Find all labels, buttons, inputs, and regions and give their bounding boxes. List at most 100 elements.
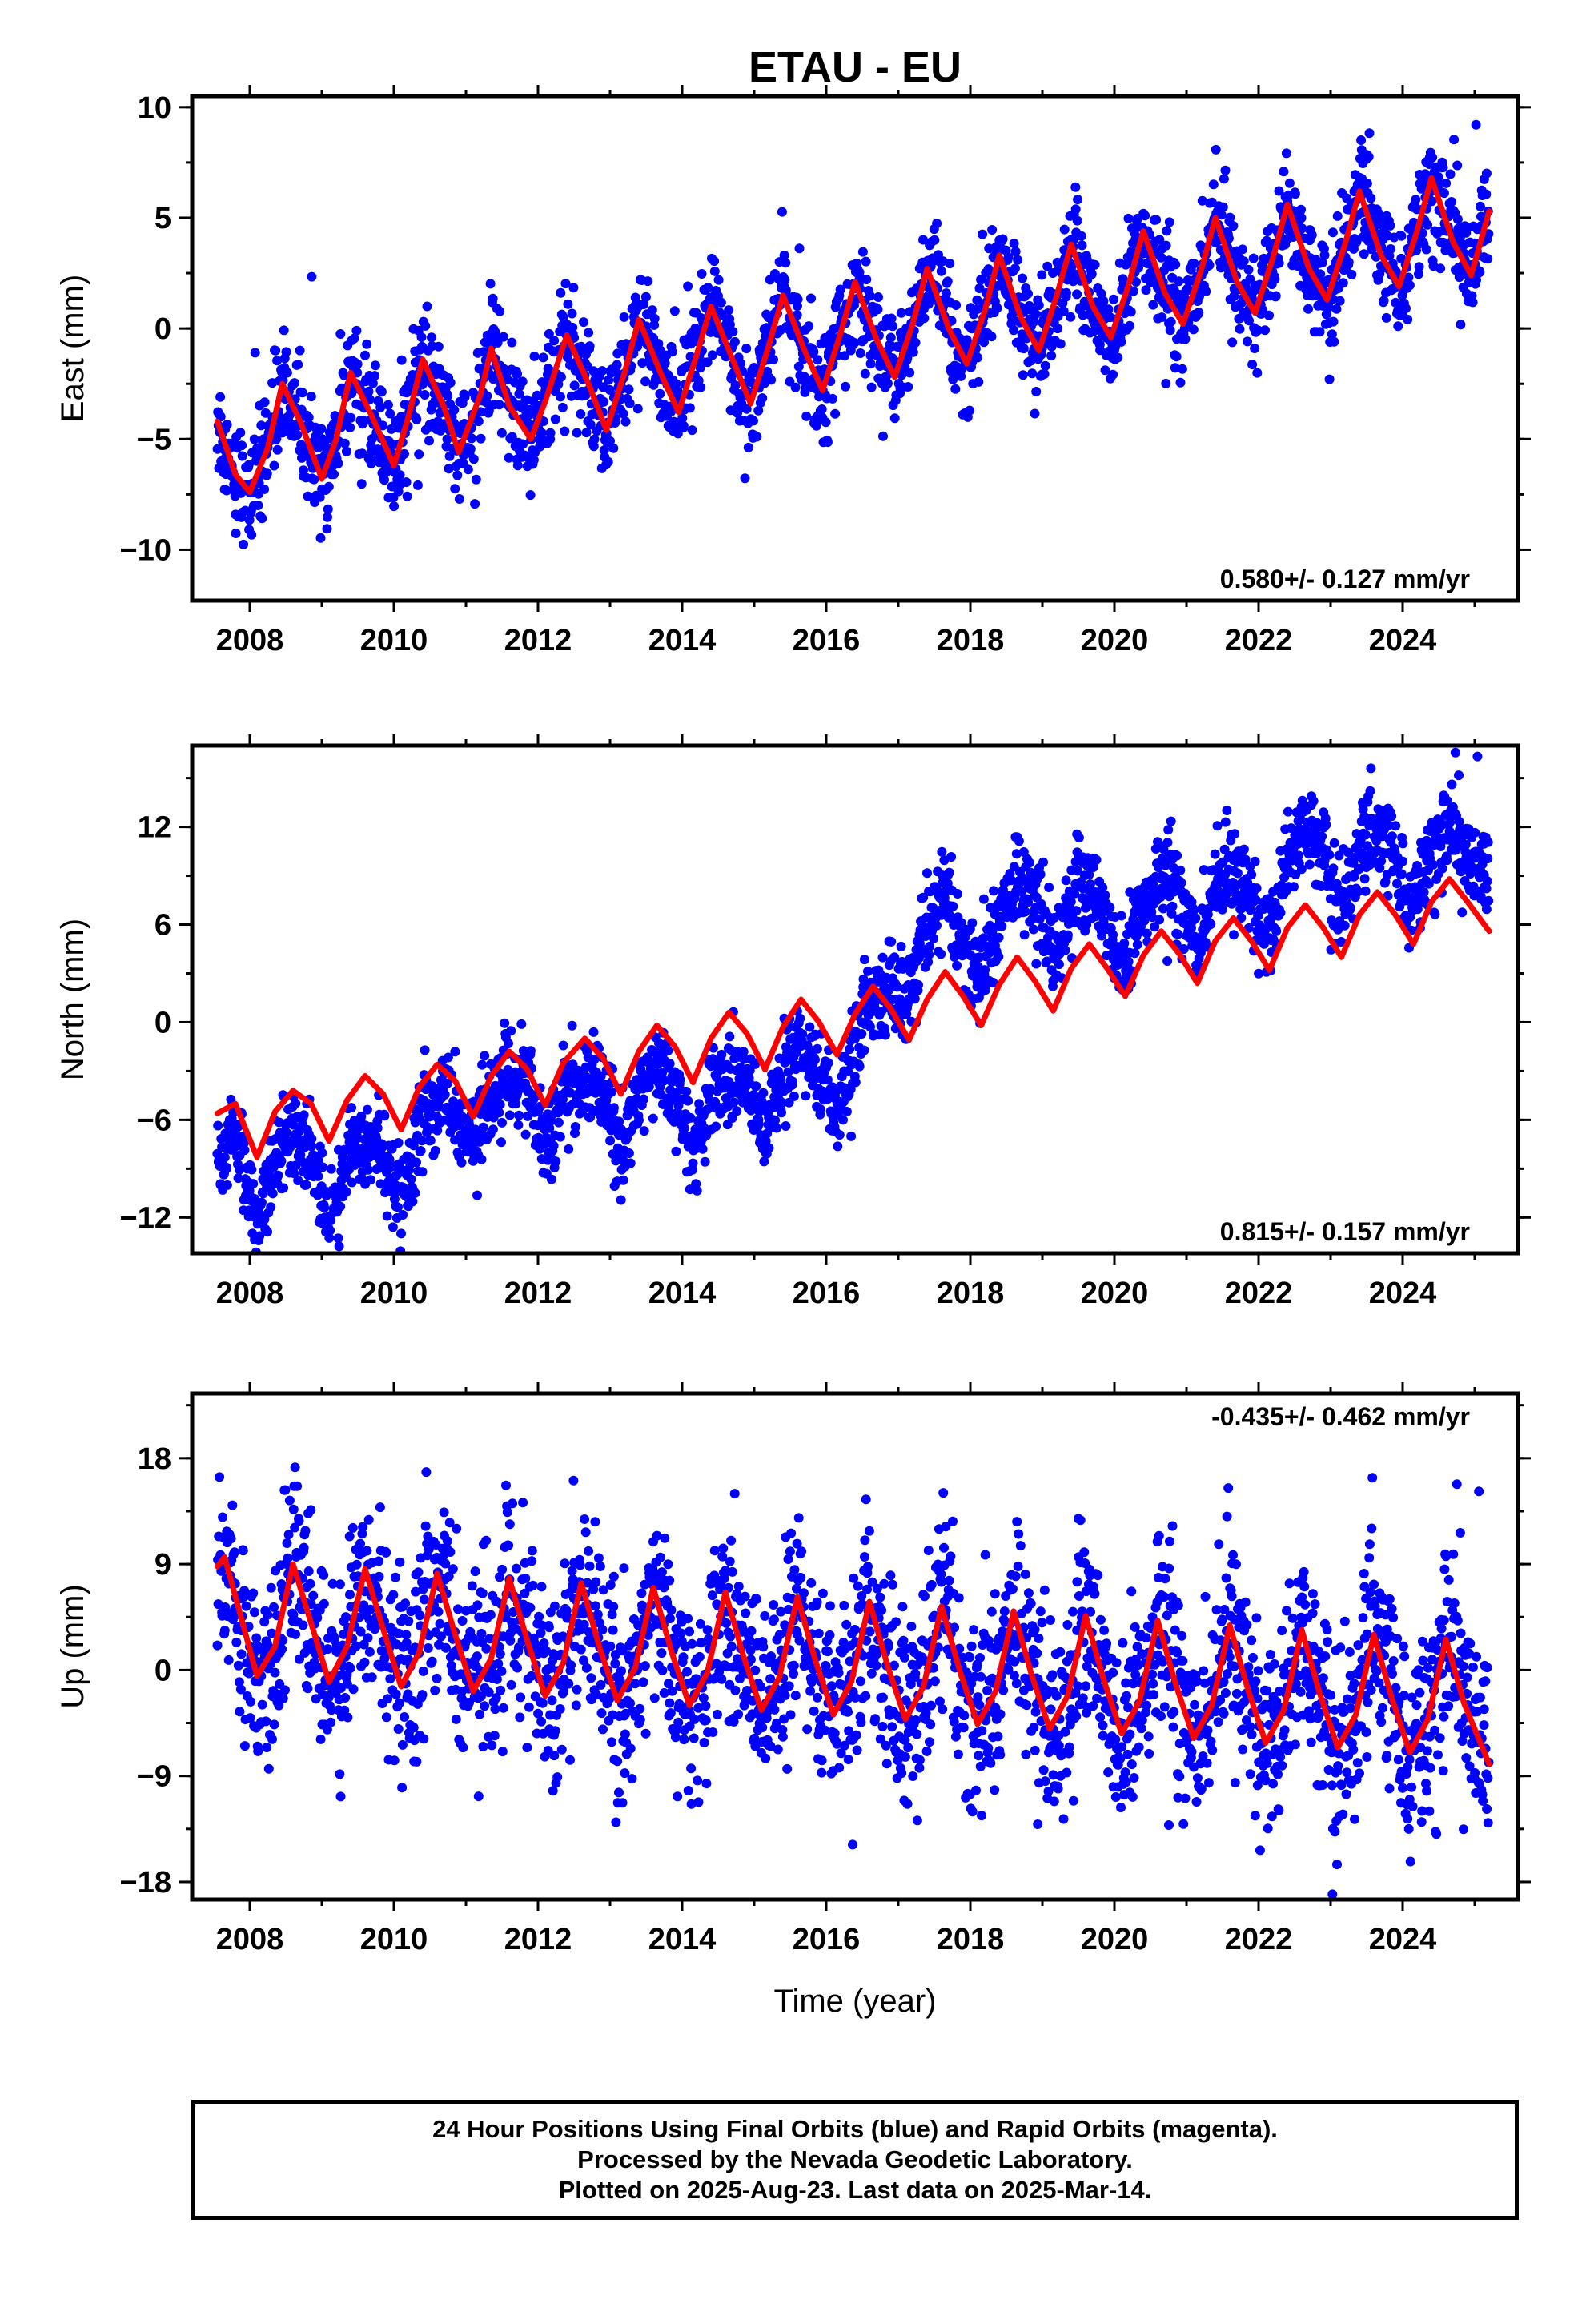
data-point (1186, 923, 1196, 933)
data-point (669, 306, 680, 316)
data-point (1027, 914, 1038, 924)
data-point (1077, 240, 1087, 251)
data-point (588, 1027, 599, 1037)
data-point (1003, 252, 1014, 263)
data-point (634, 1115, 644, 1125)
data-point (467, 433, 476, 444)
data-point (456, 1157, 467, 1168)
data-point (936, 949, 946, 959)
data-point (813, 355, 823, 365)
data-point (412, 480, 423, 490)
data-point (231, 529, 241, 538)
data-point (1435, 227, 1445, 236)
data-point (221, 1162, 231, 1172)
data-point (1176, 878, 1186, 888)
data-point (1109, 294, 1118, 304)
data-point (1188, 324, 1199, 335)
data-point (1161, 240, 1171, 251)
data-point (1216, 210, 1227, 220)
data-point (288, 1120, 299, 1130)
data-point (1414, 262, 1424, 272)
data-point (860, 368, 870, 379)
data-point (1222, 806, 1232, 815)
data-point (416, 332, 427, 342)
data-point (550, 414, 560, 424)
data-point (309, 474, 319, 485)
data-point (387, 1222, 398, 1232)
data-point (951, 300, 962, 310)
data-point (886, 936, 897, 947)
data-point (1010, 247, 1021, 257)
data-point (1435, 263, 1446, 274)
data-point (727, 1113, 737, 1123)
data-point (1228, 221, 1239, 231)
data-point (859, 1045, 869, 1055)
data-point (1108, 369, 1118, 380)
data-point (402, 491, 412, 501)
data-point (1035, 869, 1046, 879)
data-point (255, 1231, 265, 1241)
data-point (1244, 316, 1254, 326)
data-point (789, 1091, 799, 1101)
data-point (1332, 211, 1343, 221)
data-point (382, 1211, 392, 1221)
data-point (1166, 816, 1176, 826)
data-point (432, 1125, 443, 1136)
data-point (1164, 217, 1174, 227)
data-point (589, 1054, 600, 1064)
y-tick-label: 0 (155, 312, 171, 346)
data-point (281, 347, 291, 357)
x-tick-label: 2010 (360, 624, 428, 657)
data-point (797, 1029, 808, 1039)
data-point (828, 393, 837, 404)
data-point (1252, 368, 1263, 378)
data-point (1232, 868, 1243, 879)
data-point (496, 1137, 506, 1148)
data-point (1308, 796, 1319, 806)
data-point (865, 1022, 875, 1032)
data-point (480, 1051, 490, 1061)
data-point (1098, 883, 1108, 893)
data-point (932, 219, 942, 228)
data-point (835, 284, 845, 295)
data-point (1253, 325, 1263, 336)
data-point (1279, 167, 1289, 177)
data-point (1156, 252, 1166, 263)
data-point (1210, 849, 1220, 859)
data-point (365, 1175, 375, 1185)
data-point (821, 417, 831, 428)
data-point (442, 1078, 452, 1088)
data-point (730, 380, 741, 391)
data-point (581, 428, 592, 438)
data-point (303, 412, 314, 423)
data-point (560, 279, 571, 289)
data-point (987, 225, 998, 235)
data-point (335, 329, 346, 339)
data-point (303, 491, 313, 501)
data-point (1070, 888, 1080, 899)
data-point (1013, 255, 1023, 265)
data-point (694, 1099, 705, 1109)
data-point (444, 464, 454, 474)
data-point (506, 1026, 516, 1036)
data-point (568, 283, 579, 293)
data-point (1235, 324, 1245, 334)
data-point (1260, 325, 1270, 336)
data-point (1208, 179, 1219, 190)
data-point (569, 380, 580, 391)
data-point (458, 458, 468, 468)
data-point (937, 846, 947, 857)
data-point (315, 492, 325, 502)
data-point (1172, 850, 1182, 861)
data-point (410, 1188, 420, 1198)
data-point (1098, 296, 1109, 306)
data-point (349, 333, 359, 344)
data-point (1166, 908, 1177, 919)
data-point (383, 400, 393, 410)
data-point (986, 332, 997, 342)
data-point (1113, 352, 1123, 363)
data-point (1020, 907, 1030, 917)
data-point (514, 388, 524, 399)
data-point (276, 1156, 287, 1166)
data-point (589, 434, 600, 444)
